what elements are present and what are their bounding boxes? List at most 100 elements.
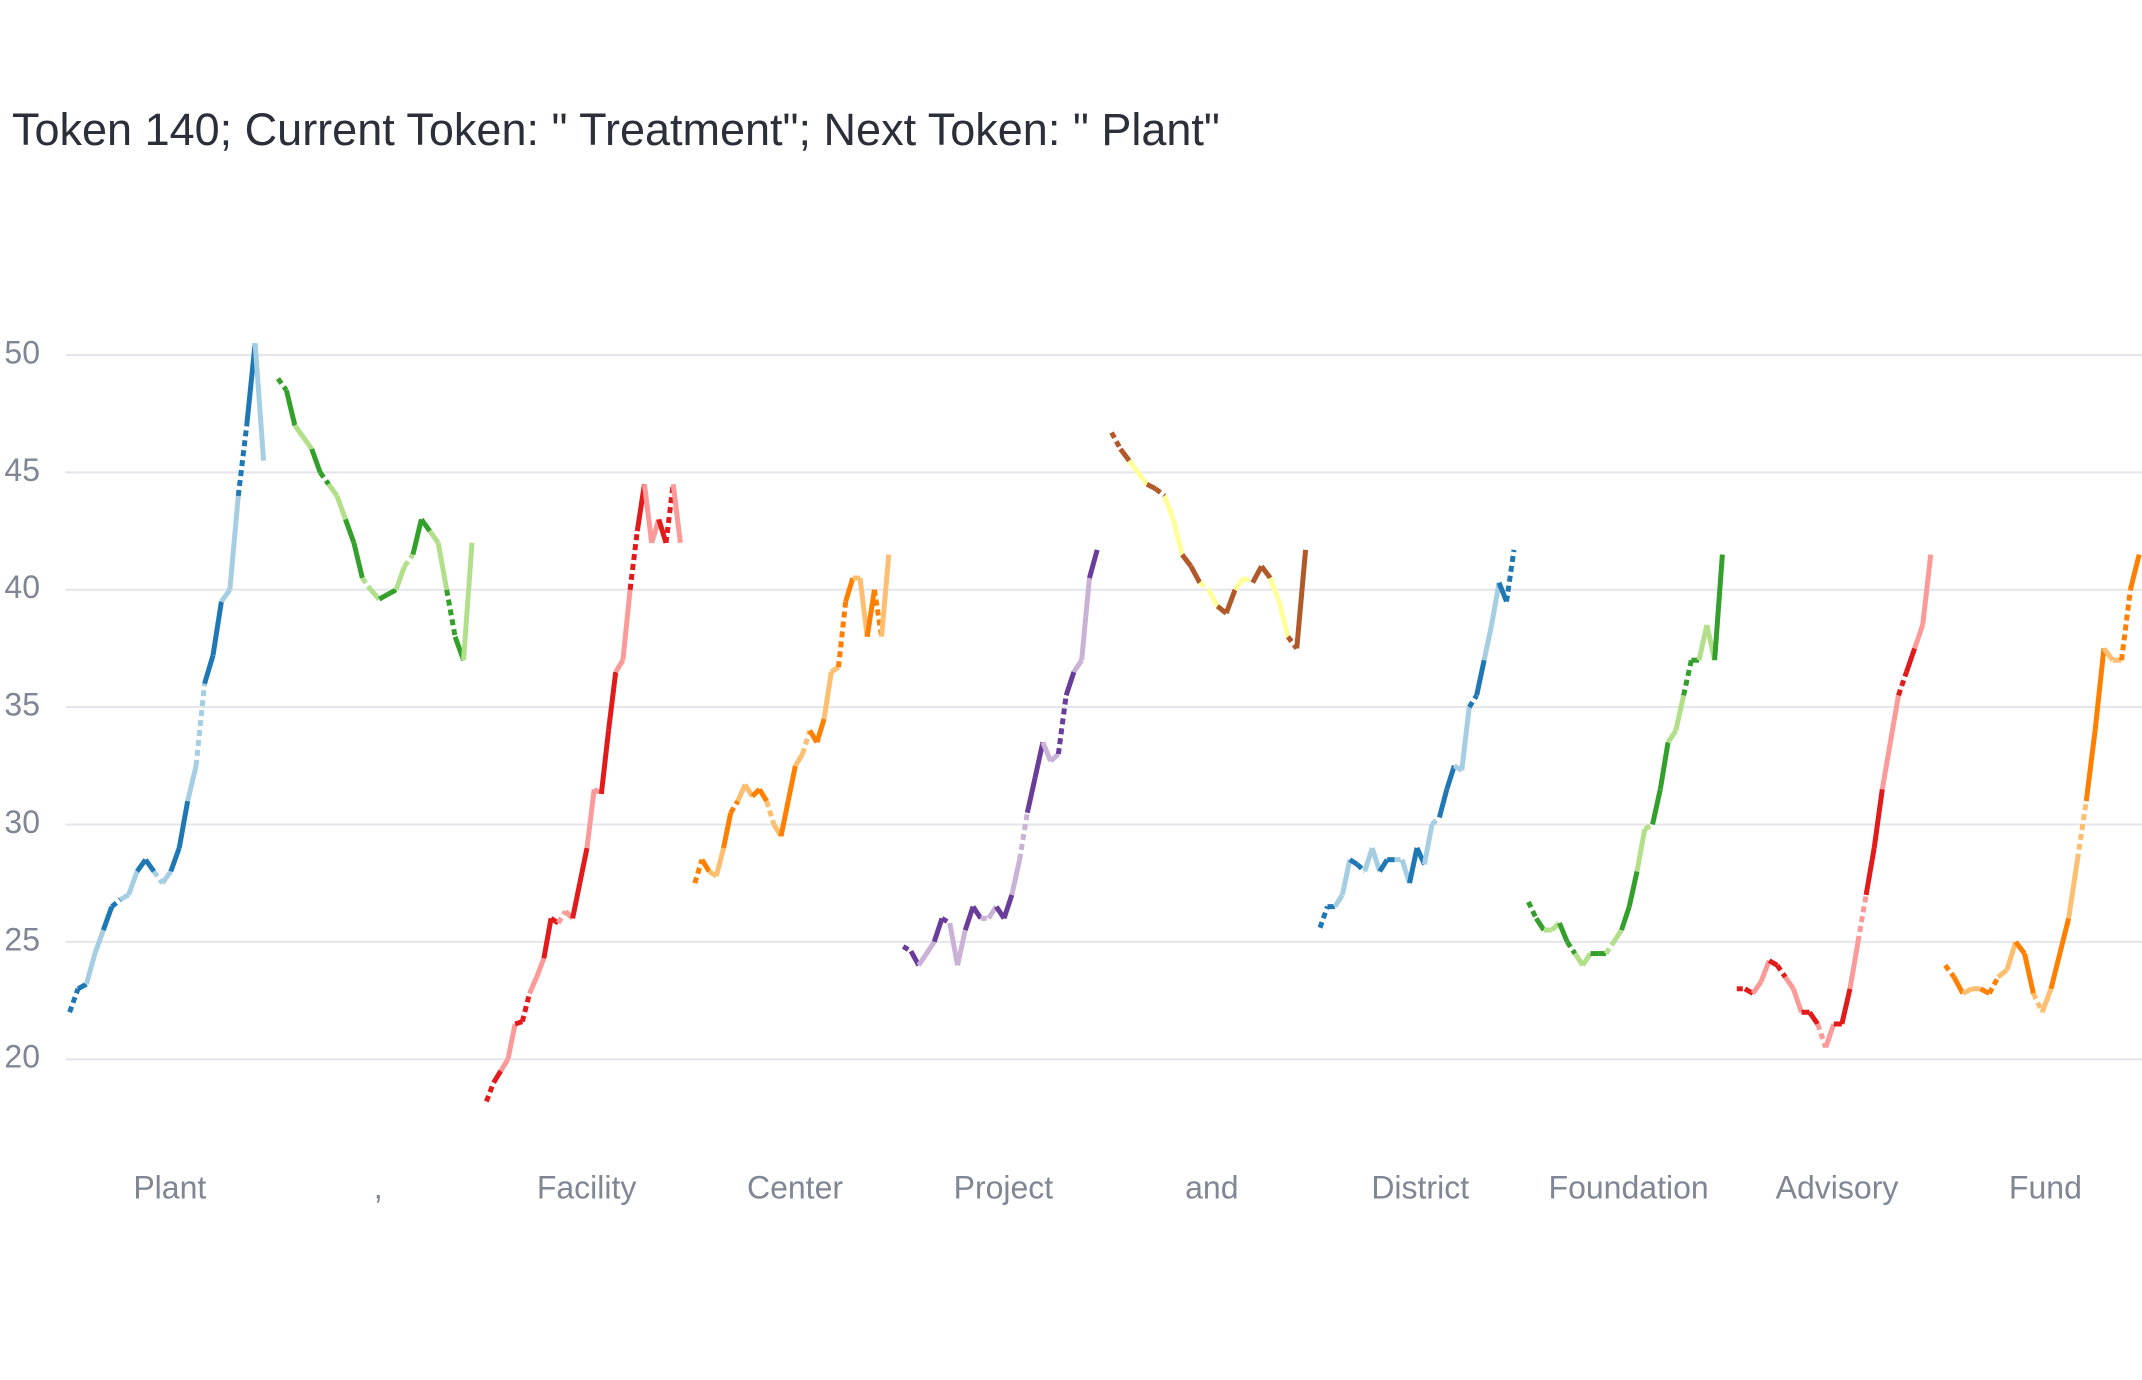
line-segment (284, 389, 298, 427)
line-segment (1879, 741, 1893, 790)
line-segment (1912, 624, 1926, 650)
line-segment (1145, 481, 1157, 492)
line-segment (1904, 647, 1917, 673)
line-segment (1807, 1010, 1820, 1026)
line-segment (641, 483, 655, 544)
line-segment (1009, 859, 1023, 896)
line-segment (592, 787, 603, 797)
line-segment (1839, 988, 1853, 1025)
line-segment (606, 671, 619, 731)
line-segment (1611, 928, 1624, 944)
line-segment (541, 917, 554, 959)
line-segment (1534, 916, 1547, 932)
line-segment (1823, 1023, 1837, 1049)
y-tick-label: 35 (4, 687, 40, 723)
line-segment (1847, 941, 1861, 990)
line-segment (1369, 847, 1383, 873)
line-segment (461, 542, 475, 661)
line-segment (160, 869, 173, 885)
line-segment (1961, 986, 1973, 996)
line-segment (351, 542, 365, 579)
y-tick-label: 25 (4, 921, 40, 957)
line-segment (800, 729, 813, 755)
line-segment (1681, 659, 1694, 696)
line-segment (1421, 824, 1435, 865)
line-segment (1750, 980, 1764, 995)
line-segment (1048, 752, 1061, 763)
line-segment (1377, 858, 1390, 873)
line-segment (1987, 975, 2001, 995)
line-segment (527, 976, 539, 995)
line-segment (1767, 958, 1779, 968)
line-segment (2066, 859, 2080, 919)
line-segment (435, 542, 450, 591)
line-segment (227, 495, 241, 591)
line-segment (1317, 905, 1330, 929)
y-tick-label: 45 (4, 452, 40, 488)
line-segment (1017, 812, 1030, 861)
line-segment (1775, 963, 1788, 979)
line-segment (92, 929, 106, 955)
line-segment (386, 587, 398, 597)
line-segment (627, 530, 640, 591)
line-segment (1626, 870, 1640, 908)
line-segment (2074, 800, 2089, 861)
line-segment (2057, 917, 2072, 955)
line-segment (2119, 589, 2133, 661)
line-segment (1996, 968, 2009, 979)
x-tick-label: , (374, 1169, 383, 1205)
line-segment (613, 658, 626, 674)
line-segment (916, 952, 929, 967)
line-segment (185, 765, 199, 802)
line-segment (491, 1069, 503, 1084)
line-segment (343, 518, 357, 544)
line-segment (1979, 986, 1991, 996)
line-segment (1339, 859, 1353, 896)
y-tick-label: 20 (4, 1039, 40, 1075)
x-tick-label: and (1185, 1169, 1238, 1205)
line-segment (514, 1019, 524, 1027)
line-segment (2127, 553, 2142, 591)
line-segment (1233, 576, 1246, 592)
line-segment (143, 858, 156, 873)
line-segment (2004, 941, 2019, 971)
line-segment (1943, 963, 1957, 979)
line-segment (318, 470, 331, 486)
line-segment (219, 588, 232, 603)
line-segment (534, 957, 547, 978)
line-segment (301, 435, 314, 451)
line-segment (368, 588, 382, 601)
line-segment (1673, 694, 1687, 732)
line-segment (419, 517, 432, 533)
line-segment (1603, 940, 1616, 955)
line-segment (484, 1081, 496, 1103)
line-segment (1887, 694, 1901, 743)
line-segment (1526, 900, 1539, 920)
line-segment (1712, 554, 1725, 661)
line-segment (84, 952, 98, 985)
line-segment (1180, 553, 1193, 568)
line-segment (1896, 671, 1909, 697)
line-segment (1951, 975, 1966, 995)
line-segment (1040, 741, 1053, 763)
line-segment (377, 592, 389, 602)
line-segment (1474, 659, 1487, 696)
line-segment (692, 858, 705, 884)
line-segment (970, 905, 983, 920)
line-segment (1650, 788, 1663, 826)
line-segment (193, 683, 208, 767)
line-segment (1863, 847, 1877, 896)
line-segment (814, 718, 827, 744)
line-segment (1920, 554, 1934, 626)
line-segment (871, 589, 885, 638)
line-segment (1198, 580, 1211, 592)
line-segment (176, 800, 191, 849)
line-segment (410, 518, 424, 556)
line-segment (620, 589, 633, 661)
line-segment (1127, 459, 1141, 474)
x-tick-label: Facility (537, 1169, 637, 1205)
line-segment (505, 1023, 518, 1060)
line-segment (1758, 959, 1772, 983)
line-segment (100, 905, 115, 931)
line-segment (1276, 600, 1291, 638)
